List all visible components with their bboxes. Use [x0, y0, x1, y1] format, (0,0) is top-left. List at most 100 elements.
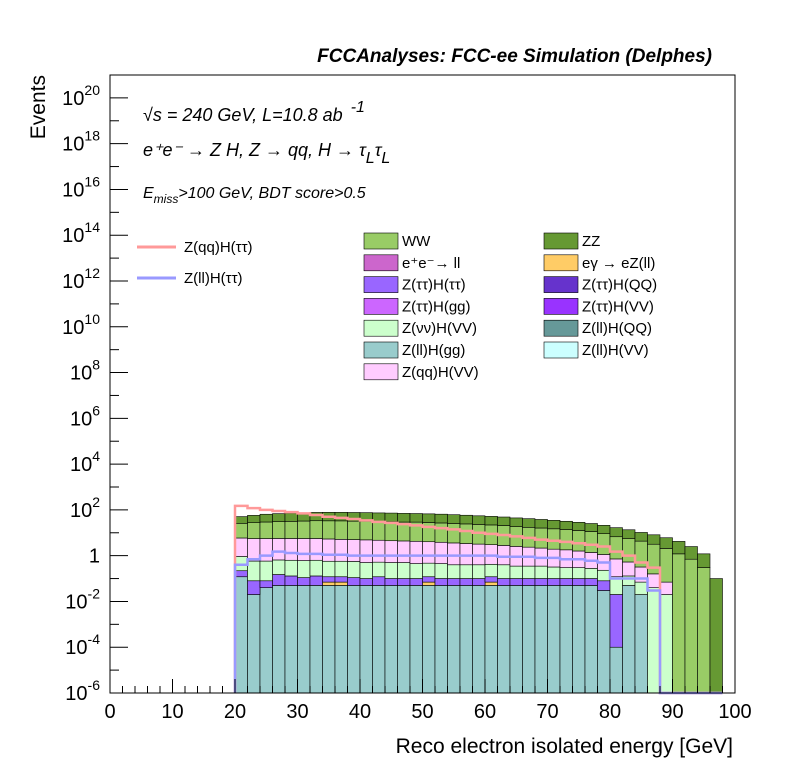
legend-swatch — [543, 341, 579, 359]
x-tick-label: 20 — [224, 701, 246, 723]
x-tick-label: 30 — [286, 701, 308, 723]
bar-0-3 — [272, 585, 286, 694]
bar-2-23 — [522, 578, 536, 586]
bar-5-11 — [372, 521, 386, 541]
bar-5-1 — [247, 522, 261, 539]
bar-6-11 — [372, 512, 386, 522]
bar-3-3 — [272, 559, 286, 575]
bar-2-3 — [272, 574, 286, 586]
bar-5-5 — [297, 520, 311, 539]
bar-4-3 — [272, 538, 286, 561]
bar-5-31 — [622, 538, 636, 563]
bar-4-12 — [384, 540, 398, 563]
bar-5-19 — [472, 524, 486, 545]
bar-6-37 — [697, 553, 711, 568]
legend-swatch — [363, 363, 399, 381]
bar-3-18 — [459, 564, 473, 579]
svg-text:Emiss>100 GeV, BDT score>0.5: Emiss>100 GeV, BDT score>0.5 — [143, 185, 366, 206]
bar-0-5 — [297, 585, 311, 694]
y-tick-label: 1010 — [62, 311, 100, 339]
legend-line-label: Z(ll)H(ττ) — [184, 270, 243, 287]
bar-3-23 — [522, 565, 536, 579]
bar-4-16 — [434, 541, 448, 564]
bar-3-24 — [534, 565, 548, 579]
y-tick-label: 104 — [70, 448, 100, 476]
bar-2-27 — [572, 578, 586, 586]
bar-5-17 — [447, 523, 461, 544]
bar-4-8 — [334, 539, 348, 562]
bar-5-29 — [597, 533, 611, 555]
bar-3-9 — [347, 561, 361, 578]
bar-6-34 — [659, 537, 673, 549]
x-tick-label: 70 — [536, 701, 558, 723]
legend-swatch — [363, 254, 399, 272]
bar-5-25 — [547, 528, 561, 550]
bar-4-21 — [497, 545, 511, 566]
overlay-line-0 — [233, 504, 723, 695]
annotation-energy: √s = 240 GeV, L=10.8 ab -1 — [143, 99, 365, 125]
bar-4-9 — [347, 539, 361, 562]
bar-1-20 — [484, 581, 498, 586]
svg-text:√s = 240 GeV, L=10.8 ab-1: √s = 240 GeV, L=10.8 ab -1 — [143, 99, 365, 125]
bar-0-8 — [334, 585, 348, 694]
bar-2-28 — [584, 578, 598, 586]
bar-2-24 — [534, 578, 548, 586]
legend-swatch — [543, 298, 579, 315]
x-tick-label: 50 — [411, 701, 433, 723]
annotation-selection: Emiss>100 GeV, BDT score>0.5 — [143, 185, 366, 206]
bar-2-6 — [309, 575, 323, 586]
x-tick-label: 40 — [349, 701, 371, 723]
bar-2-21 — [497, 578, 511, 586]
bar-0-7 — [322, 585, 336, 694]
bar-4-14 — [409, 540, 423, 564]
bar-6-0 — [234, 516, 248, 524]
bar-0-0 — [234, 576, 248, 694]
bar-5-9 — [347, 520, 361, 540]
bar-3-8 — [334, 560, 348, 578]
bar-3-29 — [597, 569, 611, 582]
bar-5-33 — [647, 543, 661, 575]
bar-2-16 — [434, 578, 448, 586]
bar-4-7 — [322, 538, 336, 562]
bar-0-6 — [309, 585, 323, 694]
bar-2-9 — [347, 577, 361, 586]
bar-2-12 — [384, 578, 398, 586]
bar-4-33 — [647, 573, 661, 588]
legend-swatch — [543, 276, 579, 293]
x-tick-label: 90 — [661, 701, 683, 723]
y-tick-label: 10-2 — [65, 585, 100, 613]
bar-4-13 — [397, 540, 411, 563]
legend-swatch — [543, 319, 579, 337]
bar-3-21 — [497, 564, 511, 579]
bar-0-15 — [422, 585, 436, 694]
x-tick-label: 80 — [599, 701, 621, 723]
bar-5-24 — [534, 527, 548, 549]
bar-5-28 — [584, 531, 598, 553]
bar-1-15 — [422, 581, 436, 586]
bar-3-6 — [309, 559, 323, 577]
bar-0-11 — [372, 585, 386, 694]
bar-0-29 — [597, 590, 611, 694]
bar-6-3 — [272, 513, 286, 522]
x-tick-label: 60 — [474, 701, 496, 723]
bar-0-23 — [522, 585, 536, 694]
bar-4-31 — [622, 561, 636, 577]
y-tick-label: 1014 — [62, 219, 100, 247]
legend-label: eγ → eZ(ll) — [582, 255, 655, 272]
bar-3-4 — [284, 559, 298, 577]
bar-3-16 — [434, 563, 448, 579]
bar-3-22 — [509, 565, 523, 579]
legend-label: WW — [402, 233, 431, 250]
bar-3-11 — [372, 561, 386, 578]
bar-4-4 — [284, 538, 298, 561]
bar-2-19 — [472, 578, 486, 586]
bar-5-7 — [322, 520, 336, 540]
bar-6-36 — [684, 546, 698, 560]
bar-4-17 — [447, 542, 461, 566]
y-tick-label: 106 — [70, 402, 100, 430]
bar-0-24 — [534, 585, 548, 694]
bar-4-2 — [259, 538, 273, 562]
bar-6-22 — [509, 517, 523, 527]
bar-2-5 — [297, 577, 311, 586]
y-axis-label: Events — [27, 75, 50, 139]
